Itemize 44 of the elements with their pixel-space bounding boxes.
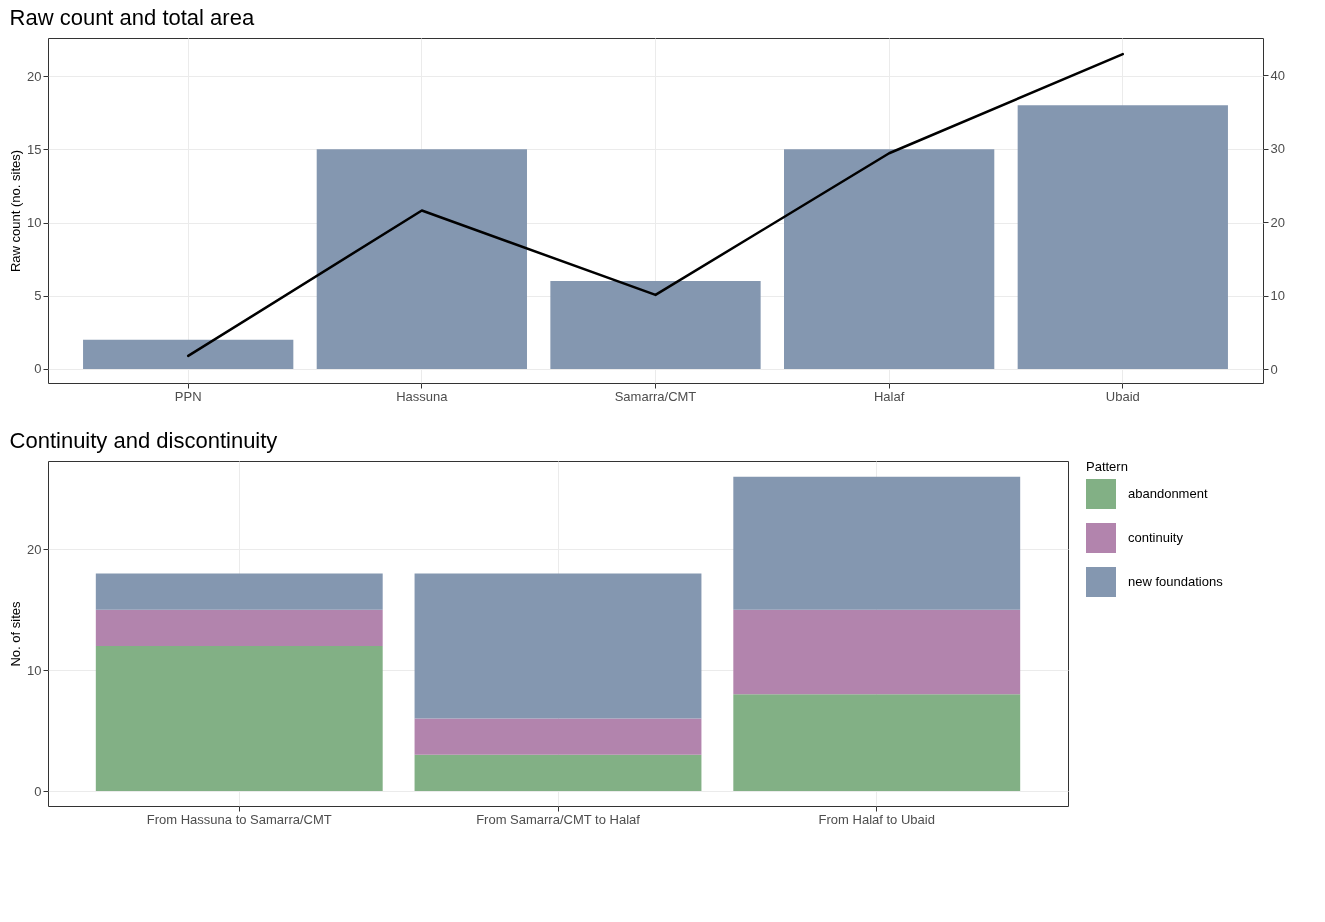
chart-title: Raw count and total area	[9, 5, 255, 30]
y-tick-label: 20	[27, 541, 42, 557]
y-tick-label: 20	[27, 68, 42, 84]
legend-title: Pattern	[1086, 459, 1128, 474]
bar	[414, 718, 702, 755]
x-tick-label: PPN	[174, 388, 202, 404]
x-tick-label: From Samarra/CMT to Halaf	[476, 811, 641, 827]
y-tick-label: 5	[34, 288, 42, 304]
legend-label: abandonment	[1128, 486, 1208, 501]
y-tick-label: 10	[27, 662, 42, 678]
y-tick-label: 0	[34, 783, 42, 799]
bar	[95, 609, 383, 646]
y2-tick-label: 30	[1270, 141, 1285, 157]
x-tick-label: Halaf	[873, 388, 905, 404]
y2-tick-label: 10	[1270, 288, 1285, 304]
bar	[784, 149, 995, 369]
legend-label: new foundations	[1128, 574, 1224, 589]
x-tick-label: Ubaid	[1105, 388, 1140, 404]
y-tick-label: 10	[27, 215, 42, 231]
chart-title: Continuity and discontinuity	[9, 428, 278, 453]
y-axis-title: Raw count (no. sites)	[8, 149, 24, 273]
x-tick-label: From Hassuna to Samarra/CMT	[146, 811, 332, 827]
bar	[1017, 105, 1228, 369]
y2-tick-label: 0	[1270, 361, 1278, 377]
y-axis-title: No. of sites	[8, 600, 24, 667]
bar	[733, 609, 1021, 695]
bar	[83, 339, 294, 369]
bar	[550, 281, 761, 369]
x-tick-label: From Halaf to Ubaid	[818, 811, 935, 827]
legend-label: continuity	[1128, 530, 1184, 545]
y-tick-label: 0	[34, 361, 42, 377]
bar	[316, 149, 527, 369]
line-series	[186, 52, 1125, 358]
x-tick-label: Hassuna	[396, 388, 449, 404]
y-tick-label: 15	[27, 141, 42, 157]
bar	[95, 573, 383, 610]
y2-tick-label: 40	[1270, 67, 1285, 83]
x-tick-label: Samarra/CMT	[614, 388, 697, 404]
y2-tick-label: 20	[1270, 214, 1285, 230]
bar	[733, 476, 1021, 610]
bar	[414, 754, 702, 792]
bar	[733, 694, 1021, 792]
bar	[95, 645, 383, 792]
bar	[414, 573, 702, 719]
